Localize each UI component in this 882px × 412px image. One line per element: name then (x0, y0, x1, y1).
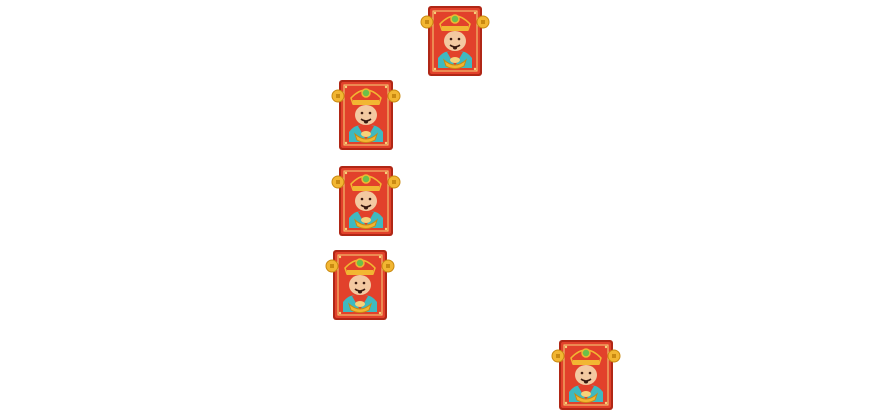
fortune-god-symbol-icon (331, 74, 401, 152)
fortune-god-symbol-icon (325, 244, 395, 322)
fortune-god-symbol-icon (331, 160, 401, 238)
fortune-god-symbol-icon (551, 334, 621, 412)
fortune-god-symbol-icon (420, 0, 490, 78)
